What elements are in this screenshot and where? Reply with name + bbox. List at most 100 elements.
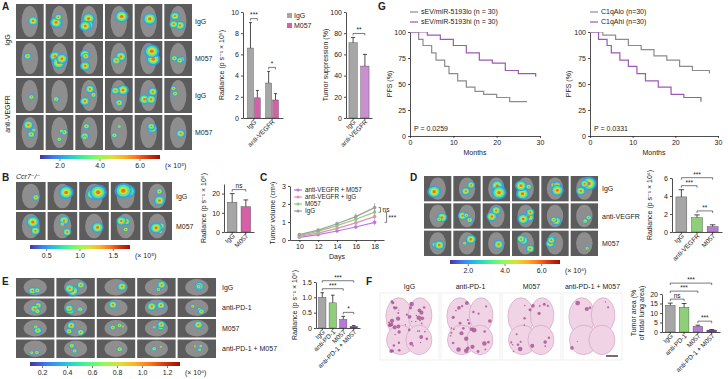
legend-line: [590, 21, 598, 22]
signal: [553, 219, 555, 220]
x-axis: 0102030: [409, 136, 545, 146]
mouse: [81, 80, 98, 111]
image: [571, 176, 598, 201]
image: [16, 278, 54, 297]
signal: [148, 303, 155, 310]
tick: 0: [216, 229, 224, 236]
image-background: [16, 78, 44, 113]
signal: [437, 217, 442, 221]
tick-mark: [356, 240, 357, 242]
image: [142, 212, 172, 240]
signal: [94, 225, 100, 230]
panel-labels: ABCDEFG: [2, 1, 417, 287]
bar: [692, 218, 703, 232]
plot-area: [665, 303, 716, 332]
tissue-spot: [405, 324, 406, 325]
mouse: [459, 205, 475, 227]
legend-label: sEV/miR-5193hi (n = 30): [421, 18, 498, 26]
tick-mark: [46, 249, 47, 251]
signal: [518, 183, 524, 188]
signal: [155, 226, 158, 229]
error-line: [268, 71, 269, 83]
signal: [30, 351, 34, 355]
signal: [149, 304, 154, 308]
series-line: [410, 32, 536, 77]
tick-label: 0.6: [88, 369, 98, 376]
tick-mark: [288, 240, 290, 241]
chart: 0246IgGanti-VEGFRM057Radiance (p s⁻¹ × 1…: [646, 170, 723, 262]
tissue-spot: [488, 319, 492, 323]
signal: [68, 307, 70, 309]
signal: [73, 350, 76, 352]
signal: [493, 207, 500, 213]
signal: [581, 177, 596, 191]
signal: [516, 182, 525, 190]
image-background: [56, 319, 94, 338]
legend-label: IgG: [305, 207, 315, 215]
signal: [118, 324, 121, 327]
axis-title: Months: [464, 149, 487, 156]
signal: [35, 197, 37, 199]
lung-lobe: [406, 325, 432, 354]
axis-line: [672, 179, 673, 233]
signal: [495, 241, 502, 248]
image-background: [135, 115, 163, 150]
bar: [248, 48, 254, 118]
tick-label: 0.8: [113, 369, 123, 376]
signal: [198, 286, 199, 287]
signal: [152, 347, 156, 351]
signal: [92, 186, 105, 198]
tick-mark: [660, 323, 662, 324]
image: [56, 319, 94, 338]
mouse: [22, 214, 40, 239]
signal: [114, 59, 118, 63]
axis-line: [291, 240, 385, 241]
mouse: [488, 232, 504, 254]
annotation: ***: [701, 314, 709, 321]
legend-label: M057: [305, 200, 321, 207]
signal: [114, 135, 116, 136]
mouse: [81, 117, 98, 148]
signal: [552, 218, 555, 221]
image-background: [137, 299, 175, 318]
tick-mark: [241, 54, 243, 55]
tick-mark: [80, 249, 81, 251]
image: [135, 78, 163, 113]
signal: [550, 239, 552, 241]
signal: [28, 132, 34, 137]
signal: [70, 344, 74, 348]
mouse: [104, 341, 127, 357]
annotation: ***: [250, 11, 258, 18]
image-background: [164, 4, 192, 39]
tissue-spot: [528, 308, 531, 311]
mouse: [547, 232, 563, 254]
signal: [147, 123, 155, 130]
annotation: P = 0.0331: [594, 125, 628, 132]
signal: [33, 130, 34, 131]
error-line: [245, 200, 246, 207]
signal: [159, 323, 163, 327]
signal: [158, 190, 161, 193]
tick-label: 2.0: [55, 162, 65, 169]
signal: [171, 13, 178, 19]
y-axis: 00.51.01.5: [302, 279, 316, 332]
legend-label: M057: [294, 22, 312, 29]
chart: 01231012141618Tumor volume (cm³)Daysanti…: [269, 182, 397, 261]
tick-mark: [675, 136, 676, 138]
image: [178, 319, 216, 338]
legend-marker: [296, 209, 299, 212]
tissue-spot: [423, 306, 426, 309]
tick-label: 2: [664, 211, 668, 218]
image-background: [16, 319, 54, 338]
signal: [548, 237, 554, 242]
image-panel: IgGM057Ccr7⁻/⁻0.51.01.5(× 10⁵): [16, 173, 194, 260]
tick: 10: [650, 310, 662, 317]
signal: [194, 345, 196, 347]
signal: [34, 350, 39, 354]
signal: [111, 87, 120, 95]
signal: [57, 137, 61, 141]
error-cap: [274, 93, 277, 94]
plot-area: [410, 32, 536, 102]
tissue-spot: [459, 322, 462, 325]
signal: [157, 288, 160, 290]
